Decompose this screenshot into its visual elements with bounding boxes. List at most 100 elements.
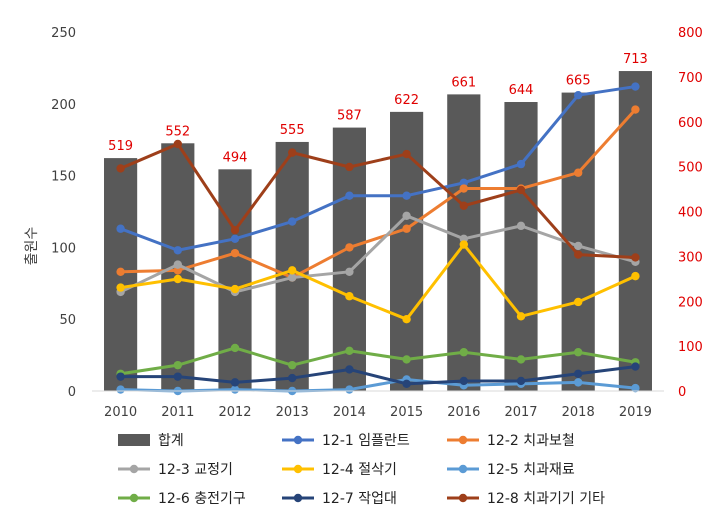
series-6-point-2018 [574,348,583,357]
series-8-point-2014 [345,162,354,172]
y-right-tick: 300 [678,250,703,265]
bar-label-2018: 665 [566,74,591,89]
legend: 합계 12-1 임플란트 12-2 치과보철 12-3 교정기 12-4 절삭기 12-5… [118,433,605,507]
legend-marker [458,493,468,503]
series-4-point-2013 [288,266,297,275]
y-right-tick: 200 [678,295,703,310]
series-4-point-2011 [173,274,182,284]
x-tick-2015: 2015 [390,405,423,420]
y-left-tick: 200 [51,98,76,113]
legend-item-8: 12-7 작업대 [282,491,397,507]
series-2-point-2011 [173,266,182,275]
series-7-point-2010 [116,372,125,381]
y-left-tick: 50 [59,313,76,328]
bar-label-2010: 519 [108,139,133,154]
series-3-point-2014 [345,267,354,277]
legend-item-5: 12-4 절삭기 [282,462,397,478]
bar-2017 [504,102,538,391]
series-7-point-2014 [345,365,354,374]
series-6-point-2012 [230,343,240,353]
legend-label: 12-7 작업대 [322,491,397,507]
series-3-point-2017 [516,221,526,231]
legend-label: 12-4 절삭기 [322,462,397,478]
series-8-point-2019 [631,253,640,262]
x-tick-2013: 2013 [276,405,309,420]
series-line-5 [120,378,636,393]
series-8-point-2010 [116,164,125,173]
series-7-point-2017 [516,376,526,386]
series-4-point-2014 [345,292,354,301]
series-7-point-2012 [230,378,240,387]
legend-label: 12-3 교정기 [158,462,233,478]
series-7-point-2018 [574,369,583,378]
bar-label-2014: 587 [337,109,362,124]
legend-marker [293,435,303,445]
y-left-tick: 100 [51,241,76,256]
series-6-point-2017 [516,355,526,364]
series-3-point-2011 [173,260,182,269]
y-right-tick: 100 [678,340,703,355]
y-right-tick: 700 [678,71,703,86]
series-4-point-2012 [230,284,240,294]
series-line-6 [120,346,636,376]
legend-marker [458,464,468,474]
bar-label-2017: 644 [509,83,534,98]
bar-label-2011: 552 [165,124,190,139]
series-1-point-2019 [631,82,640,91]
series-1-point-2012 [230,234,240,243]
series-7-point-2015 [402,379,411,389]
y-left-tick: 250 [51,26,76,41]
series-8-point-2012 [230,225,240,235]
legend-label: 12-5 치과재료 [487,462,575,478]
y-left-tick: 0 [68,385,76,400]
series-4-point-2019 [631,271,640,281]
series-6-point-2013 [288,360,297,370]
series-3-point-2015 [402,211,411,221]
legend-item-4: 12-3 교정기 [118,462,233,478]
y-right-tick: 600 [678,116,703,131]
series-4-point-2010 [116,283,125,292]
series-2-point-2015 [402,224,411,233]
series-line-8 [120,142,636,259]
legend-label: 12-6 충전기구 [158,491,246,507]
legend-marker [458,435,468,445]
series-8-point-2013 [288,148,297,157]
x-tick-2014: 2014 [333,405,366,420]
legend-label: 12-1 임플란트 [322,433,410,449]
x-tick-2010: 2010 [104,405,137,420]
axes-layer: 0 50 100 150 200 250 0 100 200 300 400 500 600 700 800… [24,26,703,420]
series-1-point-2015 [402,191,411,200]
series-5-point-2010 [116,385,125,394]
series-6-point-2014 [345,346,354,355]
series-1-point-2014 [345,191,354,200]
bar-label-2015: 622 [394,93,419,108]
series-2-point-2018 [574,168,583,177]
legend-swatch [118,434,150,446]
legend-item-7: 12-6 충전기구 [118,491,246,507]
series-1-point-2013 [288,217,297,226]
series-8-point-2017 [516,185,526,195]
bar-label-2016: 661 [451,75,476,90]
x-tick-2017: 2017 [504,405,537,420]
series-line-1 [120,85,636,252]
series-1-point-2011 [173,246,182,255]
series-8-point-2015 [402,149,411,159]
y-right-tick: 0 [678,385,686,400]
series-1-point-2017 [516,159,526,169]
bar-2015 [390,111,424,391]
legend-marker [293,493,303,503]
x-tick-2016: 2016 [447,405,480,420]
series-line-3 [119,214,636,294]
series-5-point-2014 [345,385,354,394]
x-tick-2011: 2011 [161,405,194,420]
legend-item-6: 12-5 치과재료 [447,462,575,478]
series-5-point-2018 [574,378,583,387]
series-8-point-2018 [574,250,583,259]
series-7-point-2013 [288,373,297,383]
series-3-point-2018 [574,241,583,251]
series-2-point-2019 [631,105,640,114]
series-6-point-2015 [402,355,411,364]
series-8-point-2016 [459,201,468,210]
series-4-point-2016 [459,240,468,249]
